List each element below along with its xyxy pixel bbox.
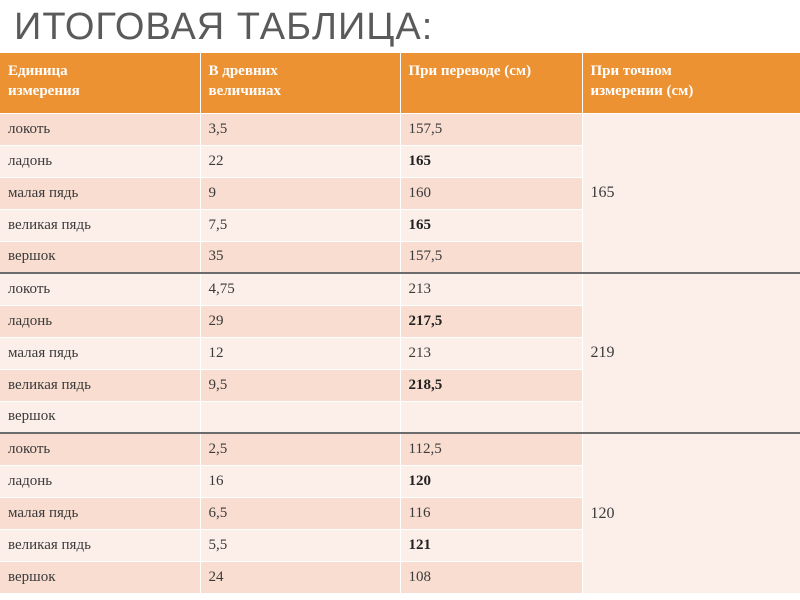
cell-unit: великая пядь <box>0 528 201 561</box>
table-row: великая пядь 7,5 165 <box>0 208 800 241</box>
table-row: вершок 24 108 <box>0 560 800 593</box>
cell-unit: малая пядь <box>0 176 201 209</box>
cell-exact: 165 <box>582 112 800 273</box>
cell-unit: ладонь <box>0 144 201 177</box>
cell-exact: 120 <box>582 432 800 593</box>
header-converted: При переводе (см) <box>400 53 583 113</box>
table-row: великая пядь 9,5 218,5 <box>0 368 800 401</box>
cell-ancient: 29 <box>200 304 401 337</box>
cell-converted: 157,5 <box>400 240 583 273</box>
cell-ancient: 7,5 <box>200 208 401 241</box>
cell-converted <box>400 400 583 433</box>
table-row: локоть 2,5 112,5 120 <box>0 432 800 593</box>
cell-converted: 160 <box>400 176 583 209</box>
cell-converted: 218,5 <box>400 368 583 401</box>
cell-converted: 165 <box>400 208 583 241</box>
header-unit: Единица измерения <box>0 53 201 113</box>
table-row: вершок <box>0 400 800 433</box>
cell-ancient: 9 <box>200 176 401 209</box>
cell-exact: 219 <box>582 272 800 433</box>
cell-converted: 217,5 <box>400 304 583 337</box>
header-exact: При точном измерении (см) <box>582 53 800 113</box>
cell-unit: вершок <box>0 240 201 273</box>
cell-converted: 116 <box>400 496 583 529</box>
table-row: малая пядь 12 213 <box>0 336 800 369</box>
cell-converted: 213 <box>400 272 583 305</box>
table-row: вершок 35 157,5 <box>0 240 800 273</box>
page-title: ИТОГОВАЯ ТАБЛИЦА: <box>14 6 434 48</box>
header-ancient: В древних величинах <box>200 53 401 113</box>
cell-unit: локоть <box>0 112 201 145</box>
cell-ancient: 22 <box>200 144 401 177</box>
cell-ancient: 24 <box>200 560 401 593</box>
cell-unit: малая пядь <box>0 496 201 529</box>
cell-ancient: 5,5 <box>200 528 401 561</box>
cell-unit: малая пядь <box>0 336 201 369</box>
cell-ancient: 35 <box>200 240 401 273</box>
table-row: великая пядь 5,5 121 <box>0 528 800 561</box>
cell-ancient: 16 <box>200 464 401 497</box>
table-header-row: Единица измерения В древних величинах При … <box>0 53 800 113</box>
cell-ancient: 6,5 <box>200 496 401 529</box>
cell-ancient: 9,5 <box>200 368 401 401</box>
cell-unit: ладонь <box>0 464 201 497</box>
cell-unit: локоть <box>0 432 201 465</box>
cell-ancient: 3,5 <box>200 112 401 145</box>
cell-unit: великая пядь <box>0 368 201 401</box>
cell-converted: 213 <box>400 336 583 369</box>
table-row: малая пядь 9 160 <box>0 176 800 209</box>
cell-converted: 165 <box>400 144 583 177</box>
cell-ancient <box>200 400 401 433</box>
summary-table: Единица измерения В древних величинах При … <box>0 53 800 593</box>
cell-unit: локоть <box>0 272 201 305</box>
cell-ancient: 2,5 <box>200 432 401 465</box>
cell-converted: 121 <box>400 528 583 561</box>
table-row: ладонь 22 165 <box>0 144 800 177</box>
cell-converted: 112,5 <box>400 432 583 465</box>
cell-unit: вершок <box>0 560 201 593</box>
table-row: ладонь 16 120 <box>0 464 800 497</box>
table-row: малая пядь 6,5 116 <box>0 496 800 529</box>
cell-unit: ладонь <box>0 304 201 337</box>
cell-unit: вершок <box>0 400 201 433</box>
cell-converted: 157,5 <box>400 112 583 145</box>
cell-converted: 108 <box>400 560 583 593</box>
cell-ancient: 4,75 <box>200 272 401 305</box>
cell-unit: великая пядь <box>0 208 201 241</box>
cell-converted: 120 <box>400 464 583 497</box>
table-row: локоть 3,5 157,5 165 <box>0 112 800 273</box>
table-row: локоть 4,75 213 219 <box>0 272 800 433</box>
table-row: ладонь 29 217,5 <box>0 304 800 337</box>
cell-ancient: 12 <box>200 336 401 369</box>
